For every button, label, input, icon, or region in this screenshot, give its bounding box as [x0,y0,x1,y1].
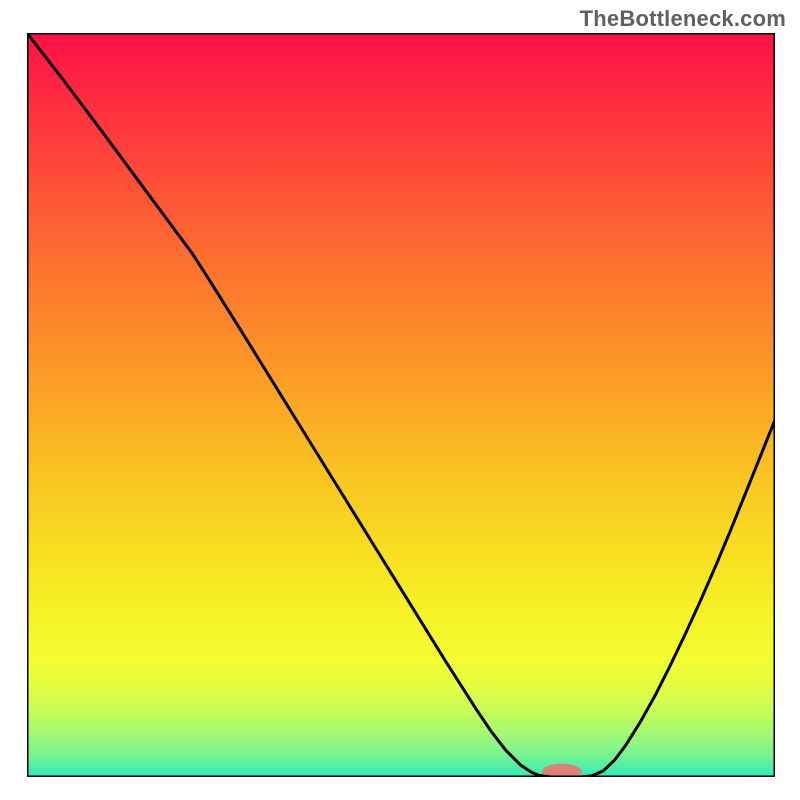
gradient-background [27,33,775,777]
chart-container: TheBottleneck.com [0,0,800,800]
watermark-label: TheBottleneck.com [580,6,786,32]
plot-area [27,33,775,780]
bottleneck-chart [0,0,800,800]
optimal-marker [542,764,582,780]
